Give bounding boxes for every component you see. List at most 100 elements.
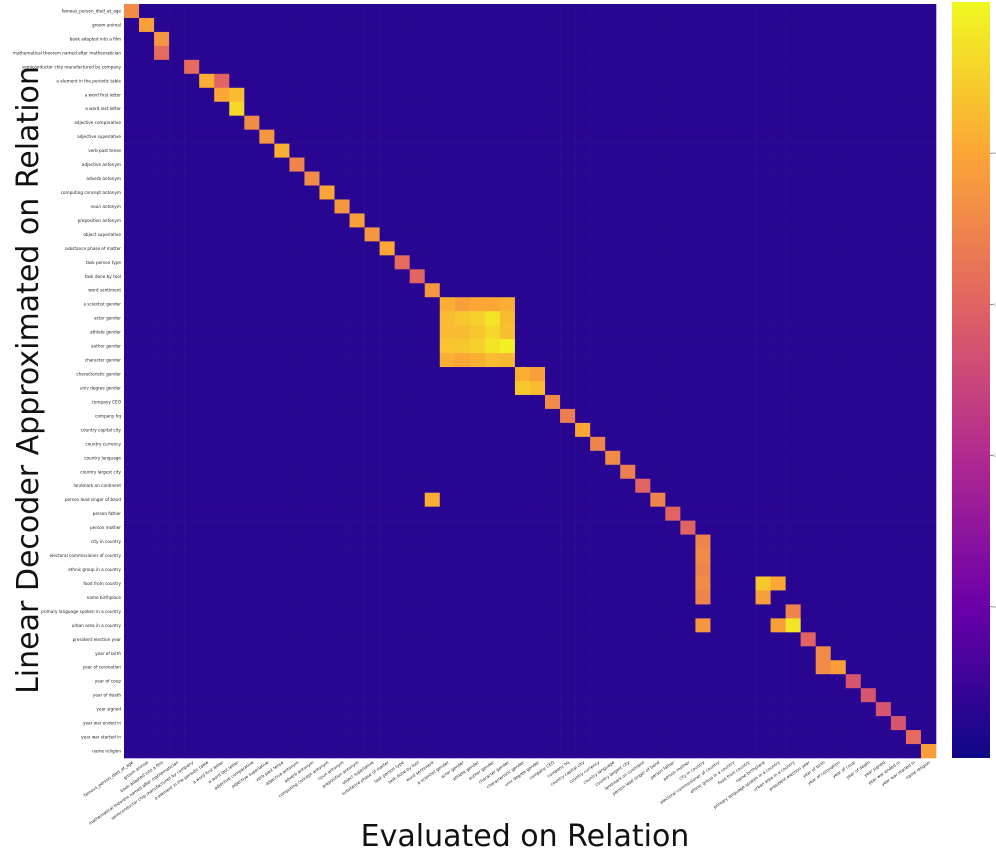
heatmap-cell	[560, 618, 575, 632]
heatmap-cell	[455, 325, 470, 339]
heatmap-cell	[665, 269, 680, 283]
heatmap-cell	[605, 172, 620, 186]
heatmap-cell	[846, 395, 861, 409]
heatmap-cell	[831, 339, 846, 353]
heatmap-cell	[756, 60, 771, 74]
heatmap-cell	[590, 507, 605, 521]
heatmap-cell	[650, 367, 665, 381]
heatmap-cell	[921, 311, 936, 325]
heatmap-cell	[395, 744, 410, 758]
heatmap-cell	[515, 367, 530, 381]
heatmap-cell	[545, 549, 560, 563]
heatmap-cell	[756, 46, 771, 60]
heatmap-cell	[530, 744, 545, 758]
heatmap-cell	[725, 535, 740, 549]
heatmap-cell	[214, 88, 229, 102]
heatmap-cell	[725, 730, 740, 744]
heatmap-cell	[229, 116, 244, 130]
heatmap-cell	[184, 227, 199, 241]
heatmap-cell	[921, 353, 936, 367]
heatmap-cell	[319, 618, 334, 632]
heatmap-cell	[756, 437, 771, 451]
heatmap-cell	[304, 144, 319, 158]
heatmap-cell	[801, 604, 816, 618]
heatmap-cell	[680, 479, 695, 493]
heatmap-cell	[876, 563, 891, 577]
heatmap-cell	[906, 702, 921, 716]
heatmap-cell	[319, 60, 334, 74]
heatmap-cell	[380, 339, 395, 353]
heatmap-cell	[620, 4, 635, 18]
heatmap-cell	[169, 381, 184, 395]
heatmap-cell	[319, 646, 334, 660]
heatmap-cell	[335, 381, 350, 395]
heatmap-cell	[831, 227, 846, 241]
heatmap-cell	[169, 102, 184, 116]
heatmap-cell	[710, 451, 725, 465]
heatmap-cell	[891, 46, 906, 60]
heatmap-cell	[921, 213, 936, 227]
heatmap-cell	[154, 716, 169, 730]
heatmap-cell	[605, 241, 620, 255]
heatmap-cell	[876, 479, 891, 493]
heatmap-cell	[470, 535, 485, 549]
heatmap-cell	[741, 576, 756, 590]
heatmap-cell	[650, 576, 665, 590]
heatmap-cell	[545, 130, 560, 144]
heatmap-cell	[500, 269, 515, 283]
heatmap-cell	[816, 674, 831, 688]
heatmap-cell	[801, 88, 816, 102]
heatmap-cell	[124, 674, 139, 688]
heatmap-cell	[289, 618, 304, 632]
heatmap-cell	[214, 646, 229, 660]
heatmap-cell	[590, 339, 605, 353]
heatmap-cell	[831, 283, 846, 297]
heatmap-cell	[906, 130, 921, 144]
heatmap-cell	[274, 144, 289, 158]
heatmap-cell	[440, 186, 455, 200]
heatmap-cell	[635, 451, 650, 465]
y-tick-label: name religion	[92, 749, 121, 754]
heatmap-cell	[590, 297, 605, 311]
heatmap-cell	[274, 674, 289, 688]
heatmap-cell	[515, 395, 530, 409]
heatmap-cell	[184, 465, 199, 479]
heatmap-cell	[831, 465, 846, 479]
heatmap-cell	[350, 367, 365, 381]
heatmap-cell	[350, 88, 365, 102]
heatmap-cell	[605, 46, 620, 60]
heatmap-cell	[921, 604, 936, 618]
heatmap-cell	[575, 297, 590, 311]
heatmap-cell	[229, 688, 244, 702]
heatmap-cell	[876, 283, 891, 297]
heatmap-cell	[545, 283, 560, 297]
heatmap-cell	[590, 311, 605, 325]
heatmap-cell	[154, 702, 169, 716]
heatmap-cell	[304, 46, 319, 60]
heatmap-cell	[335, 465, 350, 479]
heatmap-cell	[560, 688, 575, 702]
heatmap-cell	[455, 576, 470, 590]
heatmap-cell	[214, 744, 229, 758]
heatmap-cell	[801, 618, 816, 632]
heatmap-cell	[169, 158, 184, 172]
heatmap-cell	[350, 437, 365, 451]
heatmap-cell	[274, 130, 289, 144]
heatmap-cell	[289, 423, 304, 437]
heatmap-cell	[786, 102, 801, 116]
heatmap-cell	[605, 618, 620, 632]
y-tick-label: a word first letter	[85, 92, 122, 97]
heatmap-cell	[515, 437, 530, 451]
heatmap-cell	[590, 213, 605, 227]
heatmap-cell	[289, 493, 304, 507]
heatmap-cell	[395, 646, 410, 660]
heatmap-cell	[244, 367, 259, 381]
heatmap-cell	[620, 116, 635, 130]
heatmap-cell	[395, 716, 410, 730]
heatmap-cell	[620, 32, 635, 46]
heatmap-cell	[335, 339, 350, 353]
heatmap-cell	[605, 716, 620, 730]
heatmap-cell	[545, 521, 560, 535]
heatmap-cell	[846, 590, 861, 604]
heatmap-cell	[816, 493, 831, 507]
